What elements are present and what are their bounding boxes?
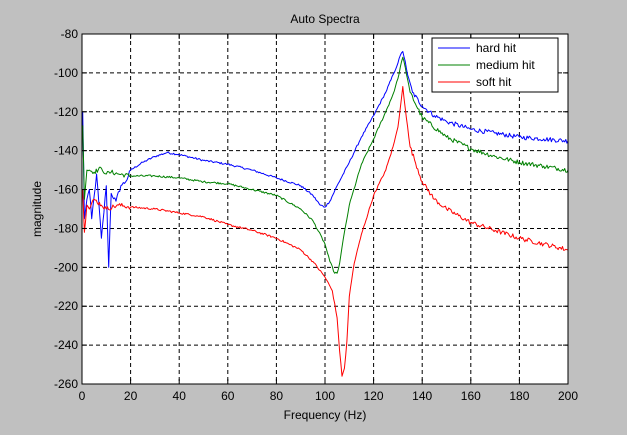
x-tick-label: 200: [558, 389, 578, 403]
x-tick-label: 20: [124, 389, 138, 403]
x-tick-label: 180: [509, 389, 529, 403]
y-tick-label: -100: [54, 66, 78, 80]
x-tick-label: 80: [270, 389, 284, 403]
y-tick-label: -200: [54, 260, 78, 274]
x-tick-label: 60: [221, 389, 235, 403]
y-tick-label: -240: [54, 338, 78, 352]
axis-ticks: 0 20 40 60 80 100 120 140 160 180 200 -80 -100 -120 -1…: [54, 27, 578, 403]
series-line-medium-hit: [82, 56, 569, 274]
x-tick-label: 120: [364, 389, 384, 403]
y-tick-label: -180: [54, 221, 78, 235]
series-line-soft-hit: [82, 86, 569, 377]
grid-lines: [82, 34, 568, 384]
y-tick-label: -220: [54, 299, 78, 313]
chart-title: Auto Spectra: [290, 12, 360, 26]
y-tick-label: -160: [54, 183, 78, 197]
x-tick-label: 100: [315, 389, 335, 403]
y-tick-label: -80: [61, 27, 79, 41]
x-tick-label: 40: [173, 389, 187, 403]
y-axis-label: magnitude: [30, 181, 44, 237]
y-tick-label: -260: [54, 377, 78, 391]
legend-label: medium hit: [476, 58, 535, 72]
y-tick-label: -120: [54, 105, 78, 119]
x-tick-label: 160: [461, 389, 481, 403]
legend-label: soft hit: [476, 75, 512, 89]
legend: hard hit medium hit soft hit: [431, 37, 559, 93]
legend-label: hard hit: [476, 41, 517, 55]
x-axis-label: Frequency (Hz): [284, 408, 367, 422]
x-tick-label: 0: [79, 389, 86, 403]
x-tick-label: 140: [412, 389, 432, 403]
series-line-hard-hit: [82, 51, 569, 268]
series-lines: [82, 51, 569, 377]
y-tick-label: -140: [54, 144, 78, 158]
